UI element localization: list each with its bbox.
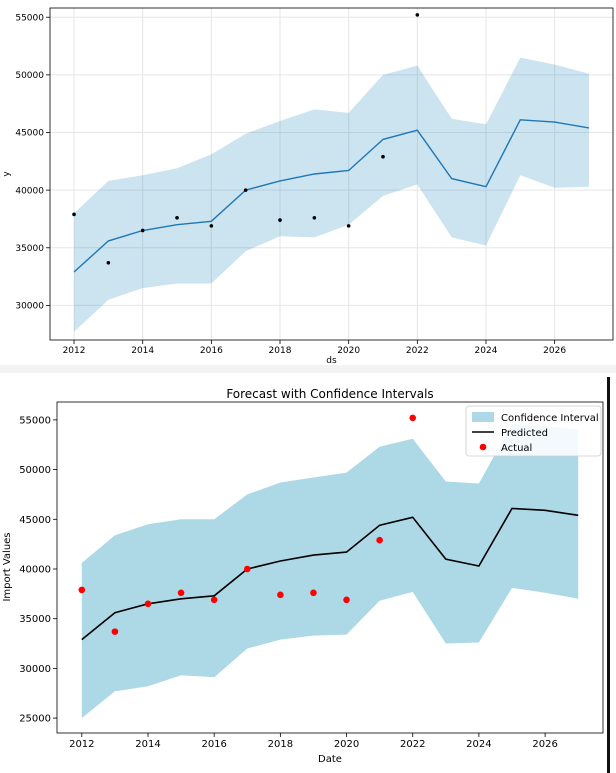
y-tick-label: 40000 (19, 564, 51, 575)
actual-point (243, 565, 251, 573)
x-tick-label: 2022 (400, 739, 425, 750)
x-tick-label: 2026 (543, 346, 566, 356)
y-tick-label: 55000 (19, 415, 51, 426)
y-tick-label: 35000 (19, 614, 51, 625)
legend-swatch-band (472, 412, 494, 422)
x-axis-label: Date (318, 754, 342, 765)
confidence-band (74, 57, 589, 332)
actual-point (346, 224, 351, 228)
plot-frame (49, 7, 614, 341)
actual-point (106, 260, 111, 265)
y-tick-label: 35000 (15, 244, 44, 254)
actual-point (310, 589, 317, 597)
x-axis-label: ds (326, 356, 337, 366)
chart-2 (53, 401, 604, 737)
y-axis-label: y (2, 171, 12, 177)
y-tick-label: 30000 (19, 664, 51, 675)
x-tick-label: 2018 (268, 739, 293, 750)
legend-label: Predicted (501, 428, 548, 439)
actual-point (343, 596, 350, 604)
y-axis-label: Import Values (2, 532, 13, 601)
legend-label: Confidence Interval (501, 413, 599, 424)
x-tick-label: 2026 (532, 739, 557, 750)
forecast-line (73, 119, 590, 273)
actual-point (376, 536, 383, 544)
legend-swatch-point (479, 443, 487, 451)
actual-point (277, 591, 284, 599)
window-edge (607, 377, 610, 773)
y-tick-label: 50000 (19, 465, 51, 476)
x-tick-label: 2012 (63, 346, 86, 356)
legend-label: Actual (501, 443, 532, 454)
x-tick-label: 2022 (406, 346, 429, 356)
actual-point (175, 216, 179, 220)
actual-point (415, 13, 420, 17)
actual-point (243, 188, 248, 192)
x-tick-label: 2018 (269, 346, 292, 356)
actual-point (144, 600, 152, 608)
actual-point (409, 414, 417, 422)
actual-point (111, 628, 119, 635)
chart-1 (46, 7, 614, 344)
actual-point (381, 154, 385, 159)
legend-box (465, 405, 602, 457)
x-tick-label: 2016 (201, 739, 226, 750)
y-tick-label: 50000 (15, 71, 44, 81)
x-tick-label: 2012 (69, 739, 94, 750)
y-tick-label: 45000 (15, 129, 44, 139)
actual-point (209, 224, 214, 228)
chart-title: Forecast with Confidence Intervals (226, 387, 433, 401)
y-tick-label: 40000 (15, 186, 44, 196)
y-tick-label: 30000 (15, 302, 44, 312)
actual-point (278, 218, 282, 222)
y-tick-label: 25000 (19, 714, 51, 725)
actual-point (210, 596, 218, 604)
y-tick-label: 45000 (19, 515, 51, 526)
x-tick-label: 2020 (334, 739, 359, 750)
actual-point (78, 586, 86, 594)
actual-point (140, 228, 145, 233)
plot-frame (56, 401, 604, 734)
actual-point (177, 589, 185, 597)
x-tick-label: 2014 (131, 346, 154, 356)
y-tick-label: 55000 (15, 13, 44, 23)
forecast-line (81, 507, 579, 641)
x-tick-label: 2024 (475, 346, 498, 356)
x-tick-label: 2024 (466, 739, 491, 750)
confidence-band (81, 423, 579, 719)
actual-point (72, 212, 76, 217)
x-tick-label: 2014 (135, 739, 160, 750)
actual-point (312, 216, 317, 220)
panel-separator (0, 365, 616, 373)
x-tick-label: 2016 (200, 346, 223, 356)
x-tick-label: 2020 (337, 346, 360, 356)
